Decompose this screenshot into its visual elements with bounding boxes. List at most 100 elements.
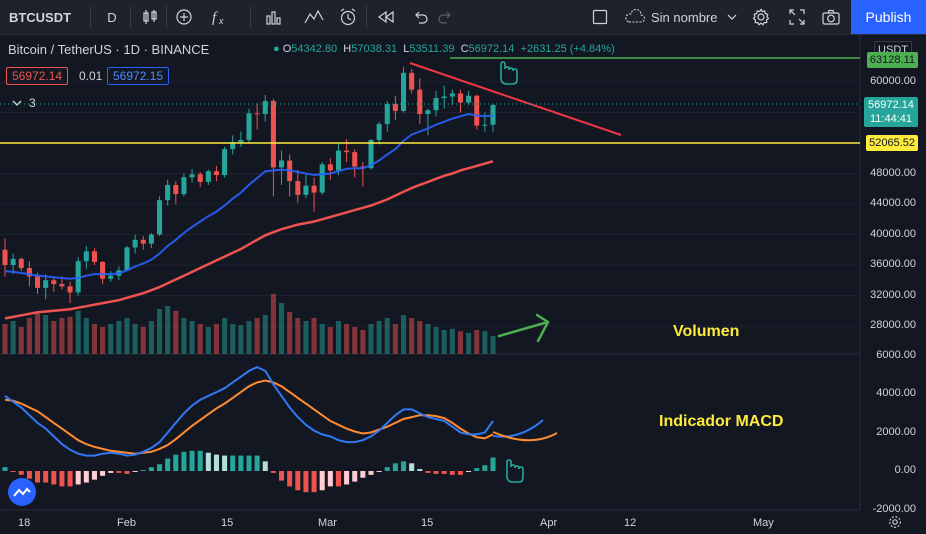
macd-histogram-bar: [116, 471, 122, 473]
compare-add-icon[interactable]: [172, 0, 196, 34]
settings-gear-icon[interactable]: [750, 0, 772, 34]
volume-bar: [303, 321, 309, 354]
macd-histogram-bar: [319, 471, 325, 491]
macd-histogram-bar: [474, 468, 480, 471]
macd-histogram-bar: [75, 471, 81, 485]
fullscreen-checkbox[interactable]: [590, 0, 610, 34]
candle: [18, 257, 24, 272]
macd-histogram-bar: [222, 455, 228, 471]
macd-histogram-bar: [230, 455, 236, 471]
interval-button[interactable]: D: [100, 0, 124, 34]
price-tick-label: 60000.00: [870, 75, 916, 87]
axis-settings-icon[interactable]: [888, 515, 902, 534]
macd-tick-label: 0.00: [894, 464, 916, 476]
candle: [75, 257, 81, 296]
macd-histogram-bar: [67, 471, 73, 487]
volume-bar: [344, 324, 350, 354]
macd-histogram-bar: [51, 471, 57, 485]
volume-bar: [441, 330, 447, 354]
replay-rewind-icon[interactable]: [374, 0, 398, 34]
candle-body: [18, 258, 24, 269]
publish-button[interactable]: Publish: [851, 0, 926, 34]
time-tick-label: 12: [624, 517, 637, 529]
volume-bar: [466, 333, 472, 354]
undo-icon[interactable]: [408, 0, 432, 34]
volume-bar: [26, 318, 32, 354]
macd-histogram-bar: [457, 471, 463, 475]
chart-legend: Bitcoin / TetherUS · 1D · BINANCE ● O543…: [8, 42, 615, 57]
candle: [213, 165, 219, 182]
bar-chart-icon[interactable]: [262, 0, 286, 34]
high-value: 57038.31: [351, 43, 398, 55]
sell-price-button[interactable]: 56972.14: [6, 67, 69, 85]
volume-bar: [238, 325, 244, 354]
svg-text:f: f: [212, 10, 218, 26]
macd-histogram-bar: [441, 471, 447, 474]
macd-histogram-bar: [352, 471, 358, 482]
candle: [441, 85, 447, 109]
candle: [230, 135, 236, 155]
candle: [425, 108, 431, 136]
volume-bar: [157, 309, 163, 354]
volume-bar: [246, 321, 252, 354]
candle-body: [335, 150, 341, 171]
time-tick-label: Apr: [540, 517, 558, 529]
buy-price-button[interactable]: 56972.15: [107, 67, 170, 85]
macd-histogram-bar: [246, 455, 252, 471]
redo-icon[interactable]: [434, 0, 458, 34]
fullscreen-icon[interactable]: [786, 0, 808, 34]
macd-annotation: Indicador MACD: [659, 413, 784, 430]
volume-bar: [327, 327, 333, 354]
ema-slow-line: [4, 160, 494, 320]
candle-body: [132, 239, 138, 248]
symbol-search-button[interactable]: BTCUSDT: [0, 0, 80, 34]
macd-tick-label: -2000.00: [872, 502, 916, 515]
macd-histogram-bar: [335, 471, 341, 487]
candle: [335, 143, 341, 176]
candle: [392, 95, 398, 121]
candle: [67, 281, 73, 304]
svg-text:x: x: [218, 16, 224, 26]
candle-body: [108, 275, 114, 279]
indicators-toggle[interactable]: 3: [6, 94, 41, 112]
time-tick-label: 18: [18, 517, 31, 529]
candle: [51, 276, 57, 292]
candle-body: [327, 164, 333, 171]
macd-tick-label: 2000.00: [876, 425, 916, 438]
alert-clock-icon[interactable]: [336, 0, 360, 34]
chart-type-candles-icon[interactable]: [138, 0, 162, 34]
ema-fast-line: [4, 112, 494, 280]
spread-value: 0.01: [79, 69, 103, 83]
tradingview-logo[interactable]: [8, 478, 36, 506]
interval-label: D: [107, 9, 117, 25]
chevron-down-icon: [728, 14, 737, 20]
camera-snapshot-icon[interactable]: [820, 0, 842, 34]
candle: [466, 91, 472, 105]
candle-body: [254, 113, 260, 115]
bar-countdown: 11:44:41: [869, 113, 912, 125]
layout-name-dropdown[interactable]: Sin nombre: [624, 0, 742, 34]
price-tick-label: 40000.00: [870, 227, 916, 240]
chart-canvas[interactable]: [0, 34, 926, 533]
candle-body: [482, 124, 488, 126]
ideas-chart-icon[interactable]: [302, 0, 326, 34]
candle-body: [140, 239, 146, 244]
candle: [360, 162, 366, 187]
candle: [165, 179, 171, 206]
macd-histogram-bar: [35, 471, 41, 483]
macd-histogram-bar: [490, 457, 496, 471]
price-tick-label: 48000.00: [870, 166, 916, 179]
candle: [490, 104, 496, 132]
volume-bar: [100, 327, 106, 354]
macd-histogram-bar: [376, 471, 382, 472]
candle: [449, 89, 455, 105]
candle-body: [222, 149, 228, 176]
hand-icon-shape: [506, 459, 524, 483]
candle-body: [303, 185, 309, 195]
candle: [287, 154, 293, 197]
volume-bar: [279, 303, 285, 354]
candle-body: [344, 150, 350, 153]
candle: [401, 66, 407, 113]
candle-body: [59, 284, 65, 287]
